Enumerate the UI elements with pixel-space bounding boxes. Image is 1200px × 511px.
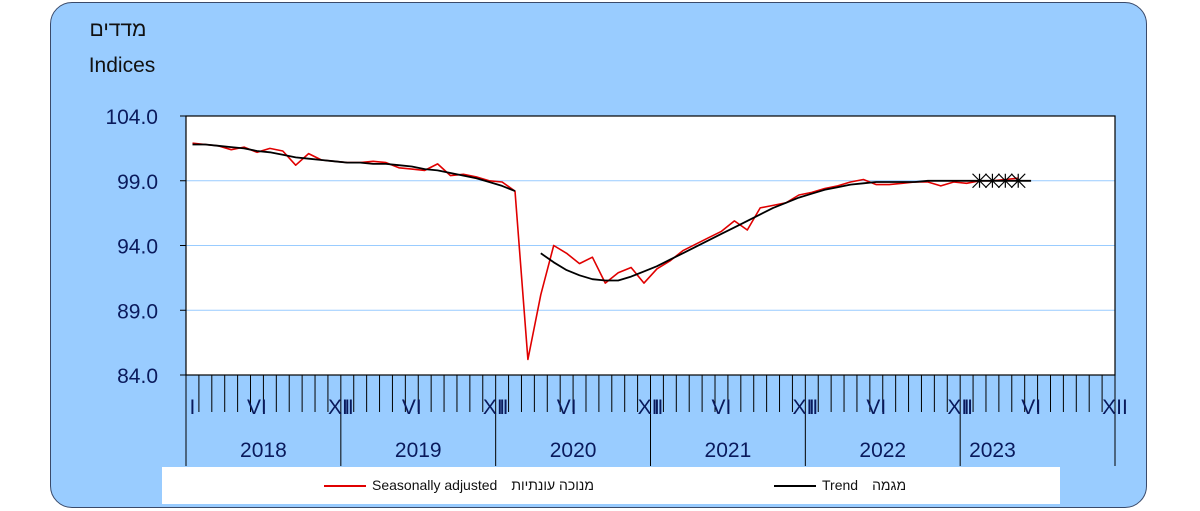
legend-item-trend: Trend מגמה: [774, 477, 906, 493]
x-year-label: 2022: [859, 439, 906, 462]
x-year-label: 2020: [550, 439, 597, 462]
trend-provisional-marker: [984, 173, 1000, 189]
y-axis-label-english: Indices: [89, 54, 156, 77]
x-month-label: I: [499, 396, 505, 419]
y-tick-label: 104.0: [105, 106, 158, 129]
x-month-label: XII: [483, 396, 509, 419]
legend-label-seasonally-adjusted: Seasonally adjusted: [372, 477, 498, 493]
x-month-label: VI: [866, 396, 886, 419]
x-month-label: VI: [402, 396, 422, 419]
y-tick-label: 99.0: [117, 171, 158, 194]
x-year-label: 2019: [395, 439, 442, 462]
legend-item-seasonally-adjusted: Seasonally adjusted מנוכה עונתיות: [324, 477, 594, 493]
x-month-label: XII: [638, 396, 664, 419]
x-month-label: I: [809, 396, 815, 419]
x-month-label: XII: [328, 396, 354, 419]
y-axis-label-hebrew: מדדים: [90, 18, 147, 41]
trend-provisional-marker: [997, 173, 1013, 189]
y-tick-label: 94.0: [117, 236, 158, 259]
y-tick-label: 84.0: [117, 365, 158, 388]
y-tick-label: 89.0: [117, 300, 158, 323]
trend-provisional-marker: [972, 173, 987, 189]
legend-label-trend: Trend: [822, 477, 859, 493]
legend-swatch-black: [774, 485, 816, 488]
x-month-label: VI: [712, 396, 732, 419]
x-month-label: I: [190, 396, 196, 419]
x-year-label: 2021: [705, 439, 752, 462]
series-trend-line: [192, 143, 516, 192]
x-month-label: VI: [557, 396, 577, 419]
x-month-label: VI: [1021, 396, 1041, 419]
x-month-label: I: [344, 396, 350, 419]
x-month-label: XII: [792, 396, 818, 419]
x-year-label: 2023: [969, 439, 1016, 462]
x-year-label: 2018: [240, 439, 287, 462]
x-month-label: I: [654, 396, 660, 419]
x-month-label: XII: [1102, 396, 1128, 419]
legend-label-trend-hebrew: מגמה: [872, 477, 907, 493]
legend-label-seasonally-adjusted-hebrew: מנוכה עונתיות: [511, 477, 594, 493]
legend-swatch-red: [324, 485, 366, 488]
legend: Seasonally adjusted מנוכה עונתיות Trend מג…: [162, 467, 1060, 504]
x-month-label: I: [964, 396, 970, 419]
x-month-label: XII: [947, 396, 973, 419]
trend-provisional-marker: [1010, 173, 1026, 189]
series-trend-line: [540, 179, 1032, 282]
x-month-label: VI: [247, 396, 267, 419]
